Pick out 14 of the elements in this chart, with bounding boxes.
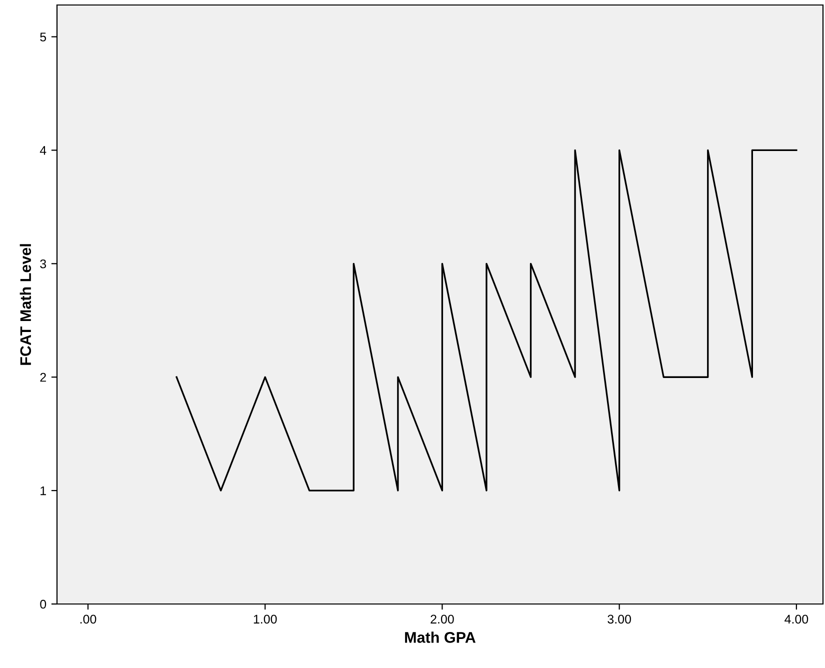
line-series: [176, 149, 798, 492]
x-tick-label: 1.00: [254, 614, 277, 624]
y-tick-label: 2: [40, 372, 46, 382]
y-tick-label: 3: [40, 259, 46, 268]
y-tick-label: 5: [40, 32, 46, 42]
x-tick-label: 2.00: [430, 614, 454, 624]
y-tick-label: 0: [40, 600, 46, 609]
y-tick-label: 1: [40, 486, 46, 496]
y-tick-label: 4: [40, 146, 46, 155]
x-axis-title: Math GPA: [405, 632, 476, 643]
x-tick-label: 3.00: [608, 614, 631, 624]
x-tick-label: 4.00: [784, 614, 808, 624]
x-tick-label: .00: [80, 614, 96, 624]
y-axis-title: FCAT Math Level: [20, 244, 32, 365]
